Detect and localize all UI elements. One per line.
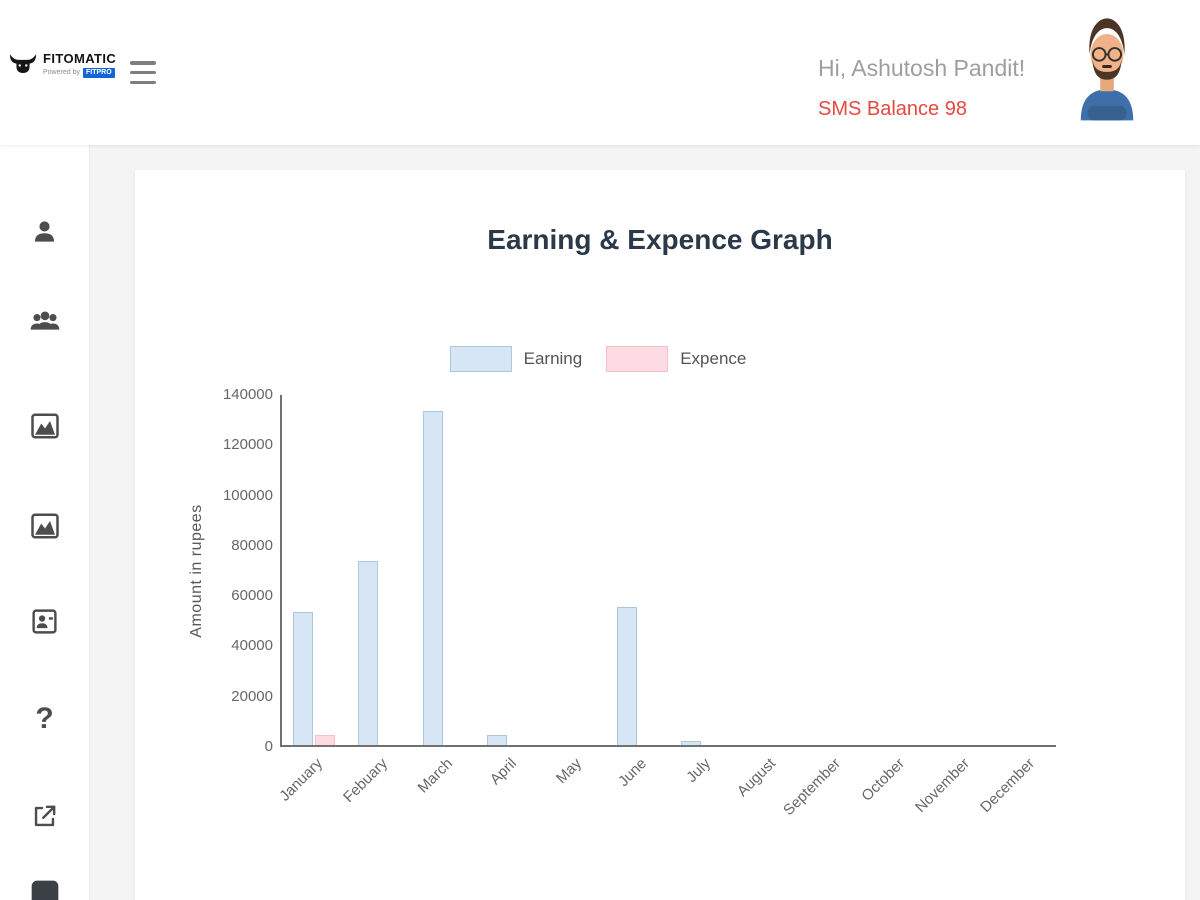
legend-item-earning[interactable]: Earning xyxy=(449,346,607,372)
x-tick-label: March xyxy=(414,755,456,797)
area-chart-icon xyxy=(30,413,59,439)
legend-swatch-expence xyxy=(606,346,669,372)
menu-toggle-button[interactable] xyxy=(130,61,156,84)
chart-legend: Earning Expence xyxy=(135,346,1085,372)
area-chart-icon xyxy=(30,513,59,539)
bar-earning-april xyxy=(487,735,508,745)
y-tick-label: 120000 xyxy=(222,436,273,454)
app-logo[interactable]: FITOMATIC Powered by FITPRO xyxy=(8,51,117,78)
sidebar-item-expense-report[interactable] xyxy=(22,503,68,549)
bar-earning-march xyxy=(422,411,443,745)
top-header: FITOMATIC Powered by FITPRO Hi, Ashutosh… xyxy=(0,0,1200,145)
logo-text: FITOMATIC Powered by FITPRO xyxy=(43,51,117,78)
y-tick-label: 80000 xyxy=(231,536,273,554)
x-tick-label: Febuary xyxy=(340,755,392,806)
chart-card: Earning & Expence Graph Earning Expence … xyxy=(135,170,1185,900)
users-icon xyxy=(30,311,59,330)
y-tick-label: 40000 xyxy=(231,637,273,655)
legend-label-expence: Expence xyxy=(680,349,747,368)
x-tick-label: June xyxy=(614,755,650,791)
chart-title: Earning & Expence Graph xyxy=(487,224,833,255)
bar-earning-june xyxy=(616,607,637,745)
x-tick-label: November xyxy=(912,755,974,816)
x-tick-label: August xyxy=(733,755,780,801)
logo-bull-icon xyxy=(9,54,37,74)
legend-item-expence[interactable]: Expence xyxy=(606,346,770,372)
sidebar-item-logout[interactable] xyxy=(22,793,68,839)
header-user-info: Hi, Ashutosh Pandit! SMS Balance 98 xyxy=(818,55,1025,121)
sidebar-item-bottom-partial[interactable] xyxy=(22,871,68,900)
y-tick-label: 0 xyxy=(264,738,273,755)
x-tick-label: October xyxy=(858,755,909,805)
x-tick-label: July xyxy=(683,755,715,786)
sidebar-item-help[interactable]: ? xyxy=(22,696,68,742)
bar-earning-july xyxy=(681,741,702,745)
bottom-partial-icon xyxy=(31,880,58,900)
main-content: Earning & Expence Graph Earning Expence … xyxy=(90,145,1200,900)
y-tick-label: 60000 xyxy=(231,587,273,605)
logo-sub-brand: FITPRO xyxy=(82,68,115,78)
x-tick-label: January xyxy=(276,755,327,805)
sms-balance: SMS Balance 98 xyxy=(818,98,967,120)
plot-area xyxy=(280,395,1056,747)
y-tick-label: 100000 xyxy=(222,486,273,504)
legend-swatch-earning xyxy=(449,346,512,372)
user-icon xyxy=(34,220,55,242)
bar-earning-febuary xyxy=(358,561,378,745)
legend-label-earning: Earning xyxy=(523,349,583,368)
hamburger-bar xyxy=(130,80,156,84)
question-mark-icon: ? xyxy=(35,702,54,735)
y-axis-tick-labels: 0 20000 40000 60000 80000 100000 120000 140000 xyxy=(135,387,273,755)
hamburger-bar xyxy=(130,70,156,75)
sidebar-item-earning-report[interactable] xyxy=(22,403,68,449)
sidebar-item-groups[interactable] xyxy=(22,298,68,344)
sidebar-item-contacts[interactable] xyxy=(22,598,68,644)
user-greeting: Hi, Ashutosh Pandit! xyxy=(818,55,1026,81)
hamburger-bar xyxy=(130,61,156,65)
x-axis-labels: January Febuary March April May June July Augus… xyxy=(277,755,1058,900)
logo-sub-prefix: Powered by xyxy=(43,69,80,77)
avatar-illustration xyxy=(1080,18,1134,121)
logo-title: FITOMATIC xyxy=(43,51,117,66)
sidebar-item-members[interactable] xyxy=(22,208,68,254)
x-tick-label: April xyxy=(487,755,521,789)
y-tick-label: 20000 xyxy=(231,687,273,705)
user-avatar[interactable] xyxy=(1073,10,1141,124)
y-tick-label: 140000 xyxy=(222,386,273,403)
bar-expence-january xyxy=(315,735,336,745)
contact-card-icon xyxy=(32,608,57,634)
bar-earning-january xyxy=(293,612,314,745)
external-link-icon xyxy=(34,805,56,826)
x-tick-label: December xyxy=(976,755,1038,816)
x-tick-label: May xyxy=(552,755,586,788)
x-tick-label: September xyxy=(779,755,844,819)
logo-subtitle: Powered by FITPRO xyxy=(43,68,116,78)
sidebar: ? xyxy=(0,145,90,900)
